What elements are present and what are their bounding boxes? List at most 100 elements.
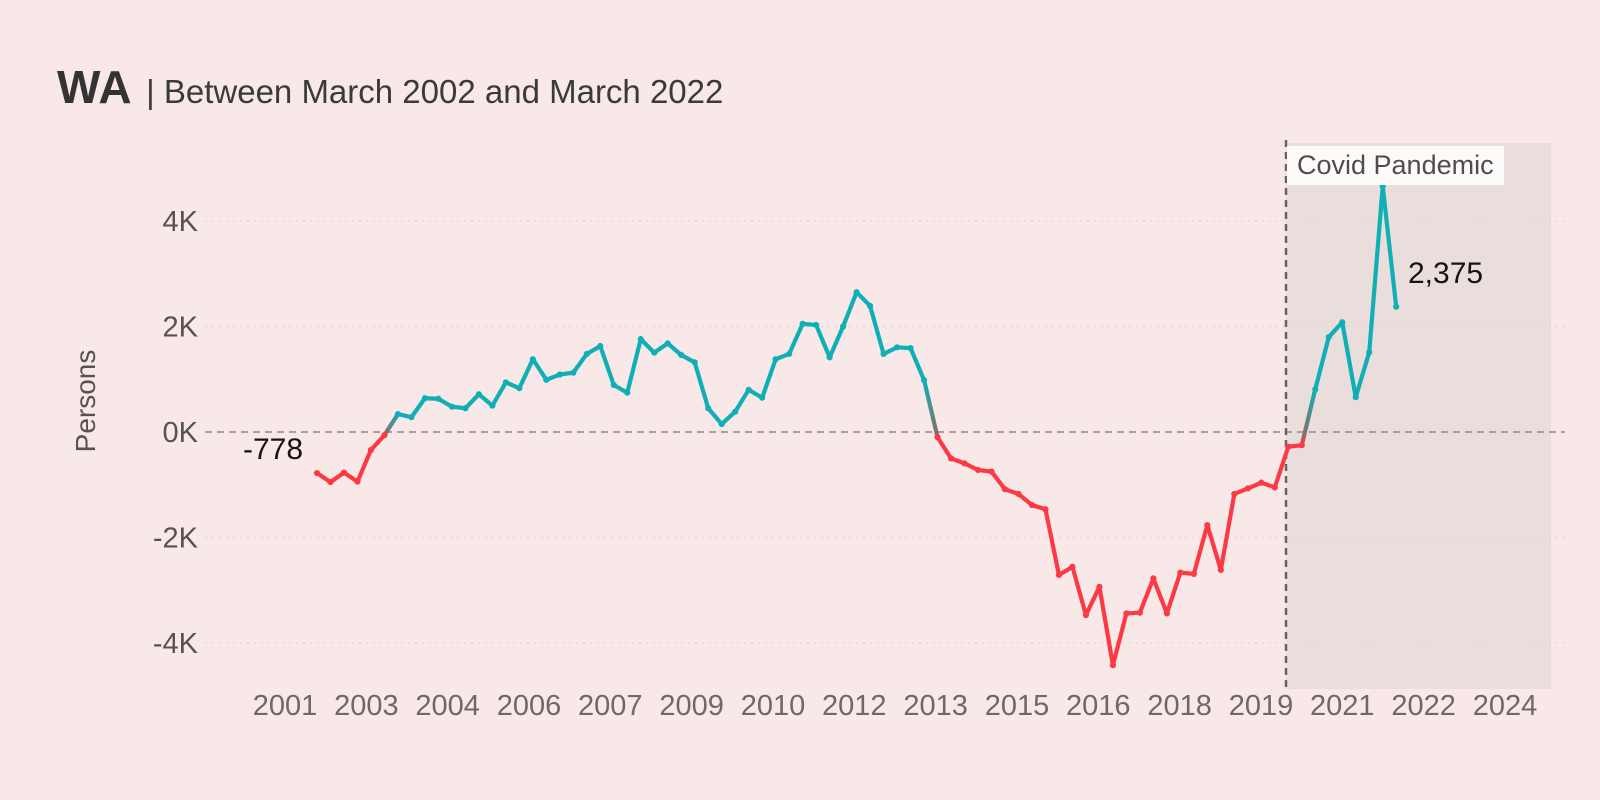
y-tick-label: -4K [153, 628, 199, 660]
data-point [1096, 583, 1103, 590]
series-segment [598, 343, 616, 388]
x-tick-label: 2003 [334, 690, 399, 722]
page-title: WA [57, 61, 133, 113]
data-point [799, 320, 806, 327]
last-value-annotation: 2,375 [1408, 257, 1484, 290]
data-point [367, 446, 375, 454]
data-point [813, 321, 820, 329]
series-segment [706, 406, 724, 427]
series-segment [517, 357, 535, 391]
data-point [502, 379, 509, 386]
series-segment [571, 351, 589, 375]
series-segment [787, 321, 805, 357]
y-axis-title: Persons [70, 349, 101, 453]
series-segment [1367, 184, 1385, 355]
series-segment [908, 346, 927, 383]
covid-pandemic-label: Covid Pandemic [1287, 146, 1504, 185]
series-segment [827, 324, 846, 360]
data-point [1001, 486, 1009, 493]
series-segment [355, 447, 374, 484]
data-point [745, 386, 752, 393]
data-point [489, 402, 496, 409]
data-point [637, 336, 644, 343]
series-segment [1083, 584, 1102, 618]
series-segment [625, 337, 643, 395]
series-segment [1070, 564, 1089, 618]
series-segment [1326, 320, 1345, 340]
data-point [1177, 569, 1184, 576]
data-point [1325, 333, 1332, 341]
series-segment [1097, 584, 1116, 668]
x-tick-label: 2010 [741, 690, 806, 722]
data-point [1123, 610, 1130, 617]
data-point [583, 350, 590, 358]
data-point [543, 376, 550, 383]
series-segment [638, 337, 657, 355]
data-point [313, 469, 321, 477]
x-tick-label: 2004 [415, 690, 480, 722]
series-segment [989, 469, 1008, 492]
x-tick-label: 2013 [903, 690, 968, 722]
data-point [691, 359, 698, 366]
data-point [475, 391, 482, 398]
data-point [1285, 443, 1292, 450]
x-tick-label: 2001 [253, 690, 318, 722]
series-segment [854, 290, 873, 309]
data-point [974, 466, 982, 474]
series-segment [1043, 507, 1062, 578]
series-segment [368, 433, 387, 453]
data-point [1190, 570, 1197, 577]
data-point [529, 356, 536, 363]
data-point [340, 469, 348, 476]
data-point [1015, 490, 1022, 498]
covid-region [1286, 143, 1551, 689]
data-point [678, 351, 685, 359]
data-point [448, 403, 455, 410]
data-point [394, 410, 402, 418]
data-point [408, 414, 415, 421]
data-point [1339, 319, 1346, 326]
data-point [1231, 490, 1238, 498]
series-segment [1299, 387, 1318, 448]
data-point [597, 342, 604, 350]
data-point [1298, 442, 1305, 449]
page-subtitle: | Between March 2002 and March 2022 [146, 73, 724, 110]
data-point [435, 395, 442, 402]
data-point [327, 479, 334, 486]
data-point [1352, 394, 1359, 401]
series-segment [490, 380, 508, 408]
series-segment [463, 392, 481, 411]
series-segment [921, 377, 940, 440]
data-point [1204, 522, 1211, 529]
series-segment [760, 357, 778, 400]
data-point [920, 376, 928, 384]
data-point [354, 478, 361, 485]
series-segment [1110, 611, 1129, 668]
data-point [610, 381, 617, 389]
data-point [570, 369, 577, 376]
data-point [866, 302, 874, 310]
data-point [624, 389, 631, 396]
data-point [1042, 506, 1049, 513]
x-tick-label: 2016 [1066, 690, 1131, 722]
data-point [516, 385, 523, 392]
series-segment [867, 303, 886, 357]
x-tick-label: 2006 [497, 690, 562, 722]
series-segment [814, 322, 832, 360]
data-point [853, 289, 860, 296]
series-segment [935, 435, 954, 461]
series-segment [1218, 491, 1237, 573]
data-point [988, 468, 995, 475]
data-point [732, 408, 739, 415]
data-point [947, 455, 955, 462]
data-point [934, 434, 941, 441]
series-segment [382, 411, 401, 438]
y-tick-label: -2K [153, 523, 199, 555]
data-point [664, 340, 671, 347]
data-point [718, 420, 725, 428]
data-point [1217, 566, 1224, 574]
data-point [1028, 501, 1036, 509]
data-point [1393, 303, 1400, 310]
